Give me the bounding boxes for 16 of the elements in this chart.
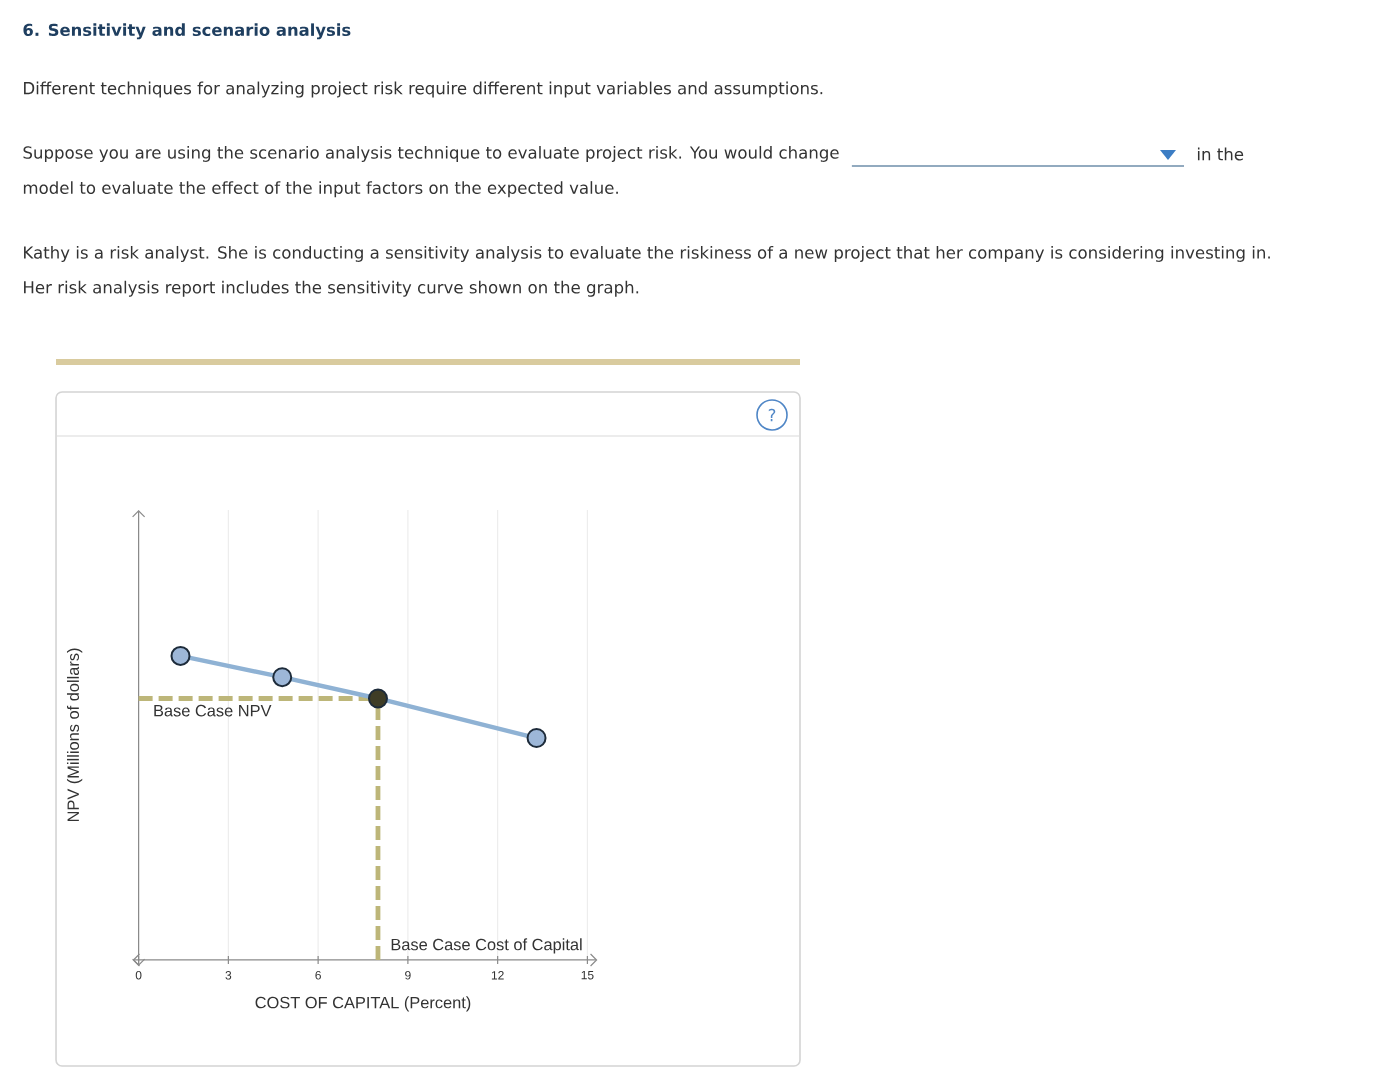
text: Suppose you are using the scenario analysis technique to evaluate project risk. You would change: [23, 145, 839, 162]
x-axis-title: COST OF CAPITAL (Percent): [255, 996, 471, 1012]
ref-line-label: Base Case Cost of Capital: [391, 938, 582, 954]
chart-title: 6. Sensitivity and scenario analysis: [23, 23, 351, 40]
text: Different techniques for analyzing project risk require different input variables and assumptions.: [24, 81, 823, 98]
point: [170, 645, 191, 666]
ref-line-label: Base Case NPV: [154, 704, 272, 717]
text: in the: [1197, 147, 1244, 161]
text: ?: [768, 408, 776, 422]
text: Kathy is a risk analyst. She is conducting a sensitivity analysis to evaluate the riskiness of a new project that her company is considering investing in.: [24, 245, 1270, 262]
text: Her risk analysis report includes the sensitivity curve shown on the graph.: [24, 280, 639, 297]
point: [272, 667, 293, 688]
point: [367, 688, 388, 709]
y-axis-title: NPV (Millions of dollars): [66, 648, 83, 822]
point: [526, 728, 547, 749]
text: model to evaluate the effect of the input factors on the expected value.: [23, 181, 618, 198]
